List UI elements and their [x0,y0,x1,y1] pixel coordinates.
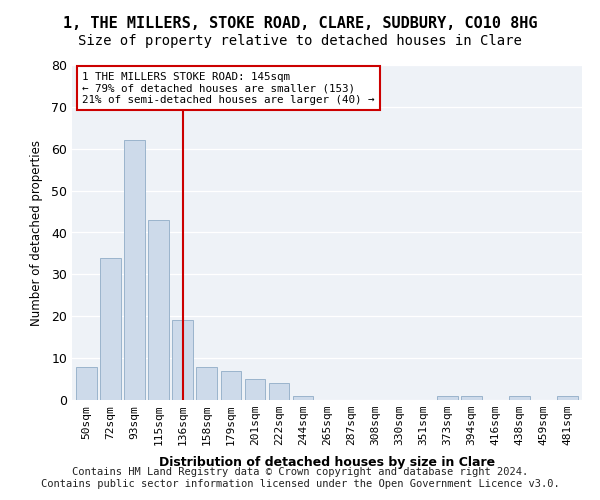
Bar [76,366,97,400]
Bar [293,396,313,400]
Bar [245,379,265,400]
Bar [172,320,193,400]
Bar [509,396,530,400]
Text: Size of property relative to detached houses in Clare: Size of property relative to detached ho… [78,34,522,48]
Bar [221,370,241,400]
Bar [100,258,121,400]
Bar [269,383,289,400]
Text: Contains HM Land Registry data © Crown copyright and database right 2024.
Contai: Contains HM Land Registry data © Crown c… [41,468,559,489]
Bar [557,396,578,400]
Text: 1 THE MILLERS STOKE ROAD: 145sqm
← 79% of detached houses are smaller (153)
21% : 1 THE MILLERS STOKE ROAD: 145sqm ← 79% o… [82,72,374,105]
Text: 1, THE MILLERS, STOKE ROAD, CLARE, SUDBURY, CO10 8HG: 1, THE MILLERS, STOKE ROAD, CLARE, SUDBU… [63,16,537,31]
Bar [461,396,482,400]
Y-axis label: Number of detached properties: Number of detached properties [30,140,43,326]
Bar [196,366,217,400]
Bar [124,140,145,400]
Bar [148,220,169,400]
X-axis label: Distribution of detached houses by size in Clare: Distribution of detached houses by size … [159,456,495,469]
Bar [437,396,458,400]
